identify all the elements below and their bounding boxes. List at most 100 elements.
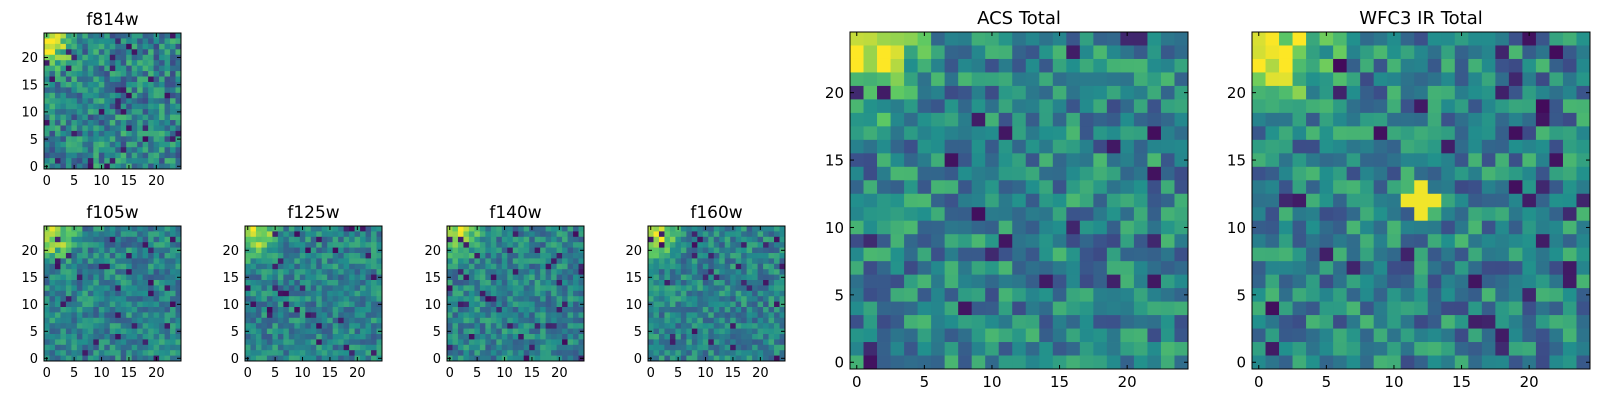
heatmap-cell — [360, 317, 366, 324]
heatmap-cell — [71, 290, 78, 297]
heatmap-cell — [691, 247, 698, 254]
heatmap-cell — [686, 226, 693, 232]
heatmap-cell — [65, 81, 72, 88]
heatmap-cell — [447, 323, 453, 329]
heatmap-cell — [457, 236, 464, 243]
heatmap-cell — [310, 323, 317, 329]
heatmap-cell — [104, 125, 111, 132]
heatmap-cell — [321, 301, 328, 308]
heatmap-cell — [664, 274, 671, 281]
heatmap-cell — [54, 253, 61, 259]
heatmap-cell — [49, 312, 56, 319]
heatmap-cell — [283, 285, 290, 292]
heatmap-cell — [54, 236, 61, 243]
heatmap-cell — [1147, 355, 1162, 370]
heatmap-cell — [98, 344, 105, 351]
heatmap-cell — [137, 136, 144, 143]
heatmap-cell — [890, 301, 905, 316]
heatmap-cell — [540, 339, 547, 346]
heatmap-cell — [120, 307, 127, 313]
heatmap-cell — [1066, 139, 1081, 154]
heatmap-cell — [371, 301, 377, 308]
heatmap-cell — [713, 263, 720, 270]
heatmap-cell — [142, 350, 149, 356]
heatmap-cell — [250, 323, 257, 329]
heatmap-cell — [985, 342, 1000, 356]
heatmap-cell — [1279, 126, 1293, 141]
heatmap-cell — [360, 307, 366, 313]
heatmap-cell — [529, 280, 536, 286]
heatmap-cell — [54, 274, 61, 281]
heatmap-cell — [463, 334, 470, 340]
heatmap-cell — [126, 253, 133, 259]
heatmap-cell — [479, 328, 486, 335]
heatmap-cell — [1174, 99, 1189, 114]
heatmap-cell — [120, 49, 127, 56]
heatmap-cell — [82, 231, 89, 238]
heatmap-cell — [288, 312, 295, 319]
heatmap-cell — [120, 328, 127, 335]
heatmap-cell — [697, 258, 704, 265]
heatmap-cell — [1481, 166, 1496, 181]
heatmap-cell — [131, 312, 138, 319]
heatmap-cell — [148, 38, 154, 45]
heatmap-cell — [104, 226, 111, 232]
heatmap-cell — [1052, 234, 1067, 249]
heatmap-cell — [148, 285, 154, 292]
heatmap-cell — [512, 274, 519, 281]
heatmap-cell — [109, 114, 116, 121]
heatmap-cell — [1346, 58, 1361, 73]
heatmap-cell — [1535, 261, 1550, 276]
heatmap-cell — [1454, 261, 1469, 276]
heatmap-cell — [1535, 301, 1550, 316]
heatmap-cell — [669, 242, 676, 248]
heatmap-cell — [332, 334, 339, 340]
heatmap-cell — [1373, 355, 1388, 370]
heatmap-cell — [120, 296, 127, 302]
heatmap-cell — [137, 87, 144, 94]
heatmap-cell — [1160, 328, 1175, 343]
heatmap-cell — [71, 323, 78, 329]
heatmap-cell — [1174, 180, 1189, 195]
heatmap-cell — [490, 247, 497, 254]
heatmap-cell — [371, 258, 377, 265]
heatmap-cell — [1066, 58, 1081, 73]
heatmap-cell — [175, 350, 182, 356]
heatmap-cell — [1535, 166, 1550, 181]
heatmap-cell — [669, 350, 676, 356]
heatmap-cell — [507, 247, 514, 254]
heatmap-cell — [283, 231, 290, 238]
heatmap-cell — [1522, 342, 1537, 356]
heatmap-cell — [457, 307, 464, 313]
heatmap-cell — [60, 76, 67, 83]
heatmap-cell — [283, 328, 290, 335]
heatmap-cell — [87, 120, 94, 126]
heatmap-cell — [360, 312, 366, 319]
heatmap-cell — [1106, 180, 1121, 195]
heatmap-cell — [159, 334, 165, 340]
heatmap-cell — [109, 130, 116, 137]
heatmap-cell — [76, 60, 83, 67]
heatmap-cell — [49, 285, 56, 292]
heatmap-cell — [153, 147, 160, 154]
heatmap-cell — [272, 301, 279, 308]
heatmap-cell — [501, 258, 508, 265]
heatmap-cell — [142, 120, 149, 126]
heatmap-cell — [1160, 193, 1175, 208]
heatmap-cell — [1387, 247, 1402, 262]
heatmap-cell — [266, 247, 273, 254]
heatmap-cell — [371, 307, 377, 313]
x-tick-label: 5 — [1322, 373, 1332, 391]
heatmap-cell — [529, 350, 536, 356]
heatmap-cell — [1373, 153, 1388, 168]
heatmap-cell — [93, 242, 100, 248]
heatmap-cell — [648, 344, 654, 351]
heatmap-cell — [365, 317, 372, 324]
heatmap-cell — [1346, 112, 1361, 127]
heatmap-cell — [904, 85, 918, 100]
heatmap-cell — [164, 120, 171, 126]
heatmap-cell — [730, 296, 737, 302]
heatmap-cell — [713, 307, 720, 313]
heatmap-cell — [518, 231, 525, 238]
heatmap-cell — [104, 92, 111, 99]
